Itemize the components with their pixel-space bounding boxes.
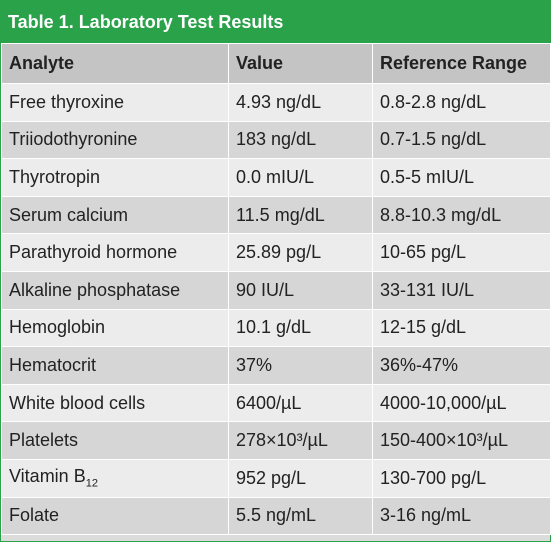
reference-cell: 8.8-10.3 mg/dL [372,195,551,235]
analyte-cell: Alkaline phosphatase [1,270,229,310]
table-row: Serum calcium 11.5 mg/dL 8.8-10.3 mg/dL [1,195,551,235]
analyte-cell: Free thyroxine [1,83,229,122]
analyte-cell: Triiodothyronine [1,120,229,160]
header-row: Analyte Value Reference Range [1,43,551,84]
reference-cell: 0.7-1.5 ng/dL [372,120,551,160]
table-row: Alkaline phosphatase 90 IU/L 33-131 IU/L [1,270,551,310]
table-row: Folate 5.5 ng/mL 3-16 ng/mL [1,496,551,536]
table-row: Triiodothyronine 183 ng/dL 0.7-1.5 ng/dL [1,120,551,160]
analyte-cell: Vitamin B12 [1,458,229,498]
table-row: Free thyroxine 4.93 ng/dL 0.8-2.8 ng/dL [1,83,551,122]
table-caption: Table 1. Laboratory Test Results [1,1,550,43]
table-row: Vitamin B12 952 pg/L 130-700 pg/L [1,458,551,498]
analyte-cell: Hemoglobin [1,308,229,348]
reference-cell: 0.8-2.8 ng/dL [372,83,551,122]
analyte-cell: Folate [1,496,229,536]
table-row: Platelets 278×10³/µL 150-400×10³/µL [1,421,551,460]
value-cell: 4.93 ng/dL [228,83,373,122]
analyte-cell: Thyrotropin [1,158,229,197]
value-cell: 278×10³/µL [228,421,373,460]
value-cell: 11.5 mg/dL [228,195,373,235]
reference-cell: 130-700 pg/L [372,458,551,498]
value-cell: 37% [228,346,373,385]
reference-cell: 36%-47% [372,346,551,385]
value-cell: 952 pg/L [228,458,373,498]
header-analyte: Analyte [1,43,229,84]
analyte-text: Vitamin B [9,466,86,487]
reference-cell: 12-15 g/dL [372,308,551,348]
value-cell: 10.1 g/dL [228,308,373,348]
value-cell: 0.0 mIU/L [228,158,373,197]
table-row: White blood cells 6400/µL 4000-10,000/µL [1,383,551,423]
reference-cell: 33-131 IU/L [372,270,551,310]
table-row: Hematocrit 37% 36%-47% [1,346,551,385]
analyte-cell: Parathyroid hormone [1,233,229,272]
reference-cell: 10-65 pg/L [372,233,551,272]
reference-cell: 0.5-5 mIU/L [372,158,551,197]
analyte-cell: Platelets [1,421,229,460]
vitamin-subscript: 12 [85,478,98,491]
value-cell: 25.89 pg/L [228,233,373,272]
table-row: Hemoglobin 10.1 g/dL 12-15 g/dL [1,308,551,348]
table-row: Parathyroid hormone 25.89 pg/L 10-65 pg/… [1,233,551,272]
reference-cell: 4000-10,000/µL [372,383,551,423]
analyte-cell: Hematocrit [1,346,229,385]
value-cell: 5.5 ng/mL [228,496,373,536]
analyte-cell: Serum calcium [1,195,229,235]
value-cell: 90 IU/L [228,270,373,310]
reference-cell: 3-16 ng/mL [372,496,551,536]
table-row: Thyrotropin 0.0 mIU/L 0.5-5 mIU/L [1,158,551,197]
value-cell: 6400/µL [228,383,373,423]
header-reference-range: Reference Range [372,43,551,84]
header-value: Value [228,43,373,84]
value-cell: 183 ng/dL [228,120,373,160]
lab-results-table: Analyte Value Reference Range Free thyro… [1,43,551,536]
analyte-cell: White blood cells [1,383,229,423]
reference-cell: 150-400×10³/µL [372,421,551,460]
